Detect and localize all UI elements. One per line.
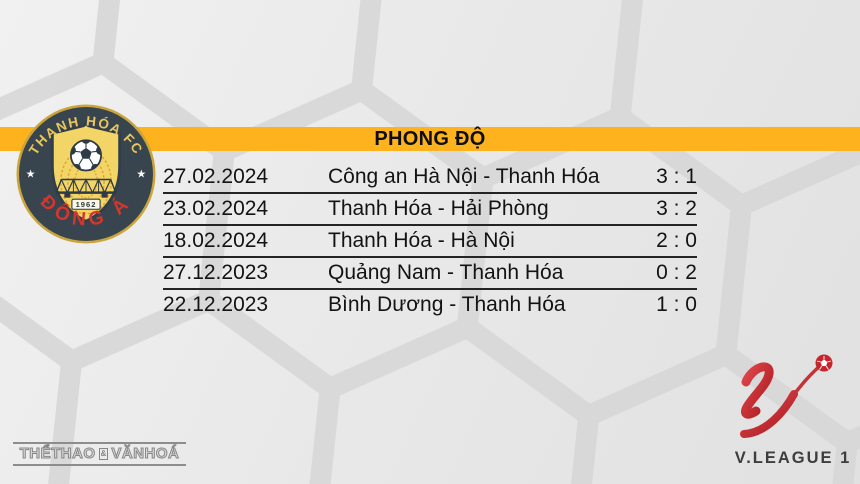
thethao-vanhoa-logo: THỂTHAO & VĂNHOÁ (13, 442, 186, 466)
logo-top-rule (13, 442, 186, 444)
table-row: 22.12.2023 Bình Dương - Thanh Hóa 1 : 0 (163, 290, 697, 320)
match-score: 3 : 1 (656, 165, 697, 188)
press-logo-part2: VĂNHOÁ (111, 445, 180, 462)
table-row: 23.02.2024 Thanh Hóa - Hải Phòng 3 : 2 (163, 194, 697, 226)
founded-year-text: 1962 (76, 200, 97, 209)
match-fixture: Công an Hà Nội - Thanh Hóa (328, 165, 600, 188)
press-logo-part1: THỂTHAO (19, 445, 96, 462)
match-score: 0 : 2 (656, 261, 697, 284)
match-score: 3 : 2 (656, 197, 697, 220)
left-star-icon: ★ (26, 169, 36, 181)
match-date: 23.02.2024 (163, 197, 269, 220)
bridge-icon (55, 178, 117, 198)
vleague-ball-icon (815, 354, 833, 372)
match-date: 22.12.2023 (163, 293, 269, 316)
founded-year-banner: 1962 (71, 198, 101, 210)
match-score: 1 : 0 (656, 293, 697, 316)
match-date: 27.12.2023 (163, 261, 269, 284)
section-title: PHONG ĐỘ (374, 127, 486, 150)
right-star-icon: ★ (136, 169, 146, 181)
match-fixture: Quảng Nam - Thanh Hóa (328, 261, 564, 284)
table-row: 27.12.2023 Quảng Nam - Thanh Hóa 0 : 2 (163, 258, 697, 290)
recent-form-table: 27.02.2024 Công an Hà Nội - Thanh Hóa 3 … (163, 162, 697, 320)
match-date: 27.02.2024 (163, 165, 269, 188)
vleague1-logo: V.LEAGUE 1 (735, 354, 852, 467)
match-date: 18.02.2024 (163, 229, 269, 252)
table-row: 27.02.2024 Công an Hà Nội - Thanh Hóa 3 … (163, 162, 697, 194)
match-score: 2 : 0 (656, 229, 697, 252)
logo-bottom-rule (13, 464, 186, 466)
match-fixture: Thanh Hóa - Hà Nội (328, 229, 515, 252)
ampersand-icon: & (98, 448, 109, 460)
match-fixture: Thanh Hóa - Hải Phòng (328, 197, 549, 220)
thanh-hoa-club-badge: 1962 THANH HÓA FC ĐÔNG Á ★ ★ (16, 104, 156, 244)
vleague-swoosh (740, 361, 825, 438)
vleague-wordmark: V.LEAGUE 1 (735, 449, 852, 467)
match-fixture: Bình Dương - Thanh Hóa (328, 293, 566, 316)
table-row: 18.02.2024 Thanh Hóa - Hà Nội 2 : 0 (163, 226, 697, 258)
